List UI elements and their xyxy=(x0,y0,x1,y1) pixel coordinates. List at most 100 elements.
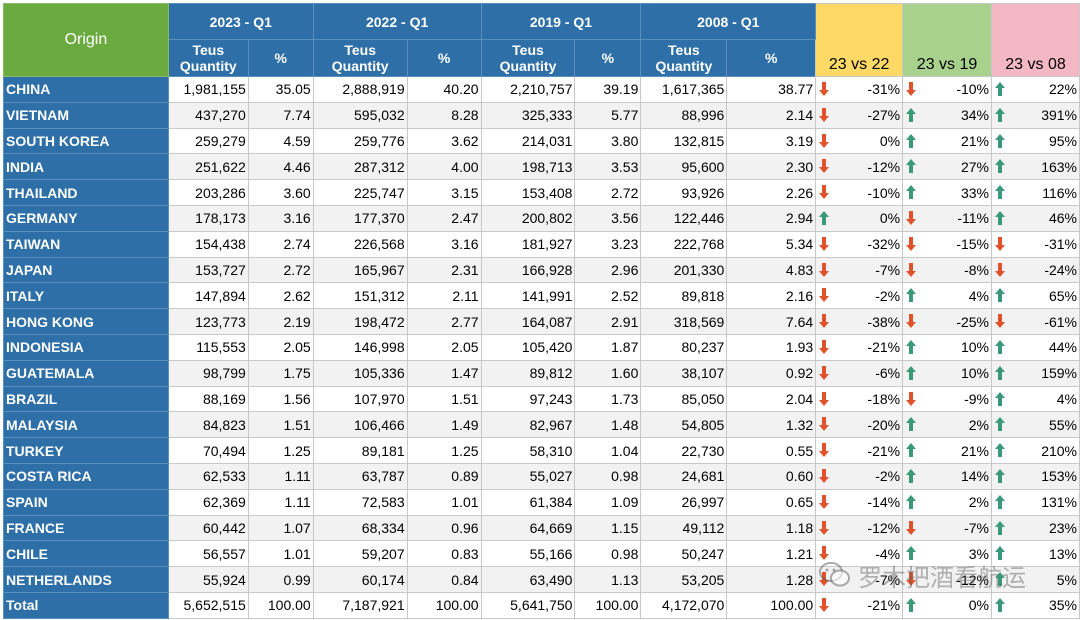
teus-2022-cell: 177,370 xyxy=(312,204,408,232)
arrow-up-icon xyxy=(906,339,917,354)
percent-header-2022: % xyxy=(406,39,482,77)
change-value: 34% xyxy=(960,107,989,124)
change-value: 23% xyxy=(1048,519,1077,536)
pct-2023-cell: 2.74 xyxy=(247,230,314,258)
pct-2019-cell: 100.00 xyxy=(574,591,642,619)
origin-cell: INDIA xyxy=(3,153,169,181)
table-row: GUATEMALA 98,799 1.75 105,336 1.47 89,812 1.60… xyxy=(3,359,1080,387)
change-23-vs-19-cell: -12% xyxy=(902,566,992,593)
teus-2008-cell: 132,815 xyxy=(640,127,728,155)
pct-2023-cell: 1.51 xyxy=(247,411,314,439)
table-row: COSTA RICA 62,533 1.11 63,787 0.89 55,027 0.98… xyxy=(3,462,1080,490)
pct-2022-cell: 1.49 xyxy=(406,411,482,439)
arrow-up-icon xyxy=(995,339,1005,354)
change-value: 210% xyxy=(1041,442,1077,459)
percent-header-2008: % xyxy=(726,39,817,77)
change-value: 116% xyxy=(1042,184,1077,201)
change-value: 33% xyxy=(960,184,989,201)
change-value: -15% xyxy=(956,236,989,253)
change-23-vs-22-cell: -14% xyxy=(815,488,904,516)
change-value: -31% xyxy=(867,81,901,98)
teus-2023-cell: 60,442 xyxy=(167,514,249,542)
teus-2008-cell: 53,205 xyxy=(640,566,728,593)
change-value: -12% xyxy=(867,519,901,536)
table-row: JAPAN 153,727 2.72 165,967 2.31 166,928 2.96 20… xyxy=(3,256,1080,284)
change-value: 0% xyxy=(879,132,901,149)
change-23-vs-08-cell: 153% xyxy=(991,462,1080,490)
table-row: ITALY 147,894 2.62 151,312 2.11 141,991 2.52 89… xyxy=(3,282,1080,310)
change-value: 10% xyxy=(960,365,989,382)
pct-2023-cell: 1.01 xyxy=(247,540,314,568)
arrow-up-icon xyxy=(995,597,1005,612)
arrow-down-icon xyxy=(819,546,830,561)
teus-2022-cell: 151,312 xyxy=(312,282,408,310)
change-23-vs-22-cell: -21% xyxy=(815,591,904,619)
change-value: -6% xyxy=(875,365,901,382)
period-header-2019: 2019 - Q1 xyxy=(480,3,642,40)
change-23-vs-08-cell: 13% xyxy=(991,540,1080,568)
change-value: 131% xyxy=(1041,494,1077,511)
teus-label: Teus xyxy=(668,42,700,58)
quantity-label: Quantity xyxy=(655,58,713,74)
arrow-down-icon xyxy=(819,314,830,329)
origin-cell: TURKEY xyxy=(3,437,169,464)
teus-2019-cell: 58,310 xyxy=(480,437,576,464)
change-23-vs-22-cell: -20% xyxy=(815,411,904,439)
arrow-down-icon xyxy=(819,185,830,200)
arrow-down-icon xyxy=(819,133,830,148)
pct-2022-cell: 100.00 xyxy=(406,591,482,619)
change-value: 13% xyxy=(1048,545,1077,562)
teus-2022-cell: 225,747 xyxy=(312,179,408,206)
pct-2008-cell: 0.65 xyxy=(726,488,817,516)
teus-2022-cell: 595,032 xyxy=(312,101,408,129)
change-value: -32% xyxy=(867,236,901,253)
teus-2008-cell: 49,112 xyxy=(640,514,728,542)
teus-2022-cell: 146,998 xyxy=(312,333,408,361)
change-23-vs-08-cell: 131% xyxy=(991,488,1080,516)
change-value: -25% xyxy=(956,313,989,330)
teus-2008-cell: 201,330 xyxy=(640,256,728,284)
teus-quantity-header-2022: Teus Quantity xyxy=(312,39,408,77)
arrow-up-icon xyxy=(906,107,917,122)
trade-table: Origin 2023 - Q1 2022 - Q1 2019 - Q1 200… xyxy=(3,3,1080,619)
pct-2022-cell: 1.25 xyxy=(406,437,482,464)
teus-2022-cell: 106,466 xyxy=(312,411,408,439)
pct-2022-cell: 1.47 xyxy=(406,359,482,387)
teus-2008-cell: 85,050 xyxy=(640,385,728,413)
teus-2023-cell: 56,557 xyxy=(167,540,249,568)
arrow-down-icon xyxy=(819,597,830,612)
pct-2023-cell: 7.74 xyxy=(247,101,314,129)
teus-2023-cell: 115,553 xyxy=(167,333,249,361)
change-value: -7% xyxy=(964,519,989,536)
teus-2022-cell: 226,568 xyxy=(312,230,408,258)
table-row: VIETNAM 437,270 7.74 595,032 8.28 325,333 5.77… xyxy=(3,101,1080,129)
teus-2019-cell: 97,243 xyxy=(480,385,576,413)
pct-2022-cell: 3.62 xyxy=(406,127,482,155)
teus-quantity-header-2023: Teus Quantity xyxy=(167,39,249,77)
pct-2008-cell: 2.26 xyxy=(726,179,817,206)
change-value: -12% xyxy=(956,571,989,588)
change-value: -4% xyxy=(875,545,901,562)
percent-header-2023: % xyxy=(247,39,314,77)
teus-2019-cell: 55,027 xyxy=(480,462,576,490)
pct-2022-cell: 2.05 xyxy=(406,333,482,361)
pct-2022-cell: 2.77 xyxy=(406,308,482,335)
teus-2023-cell: 84,823 xyxy=(167,411,249,439)
origin-cell: SOUTH KOREA xyxy=(3,127,169,155)
pct-2022-cell: 3.16 xyxy=(406,230,482,258)
change-23-vs-19-cell: 3% xyxy=(902,540,992,568)
table-row: Total 5,652,515 100.00 7,187,921 100.00 5,641… xyxy=(3,591,1080,619)
change-23-vs-22-cell: -7% xyxy=(815,256,904,284)
pct-2023-cell: 1.11 xyxy=(247,462,314,490)
pct-2023-cell: 2.72 xyxy=(247,256,314,284)
table-row: GERMANY 178,173 3.16 177,370 2.47 200,802 3.56… xyxy=(3,204,1080,232)
change-23-vs-19-cell: 33% xyxy=(902,179,992,206)
change-value: 0% xyxy=(879,210,901,227)
change-value: 10% xyxy=(960,339,989,356)
change-value: 163% xyxy=(1041,158,1077,175)
change-value: 65% xyxy=(1048,287,1077,304)
period-header-2023: 2023 - Q1 xyxy=(167,3,314,40)
pct-2008-cell: 2.14 xyxy=(726,101,817,129)
arrow-up-icon xyxy=(995,365,1005,380)
pct-2023-cell: 0.99 xyxy=(247,566,314,593)
